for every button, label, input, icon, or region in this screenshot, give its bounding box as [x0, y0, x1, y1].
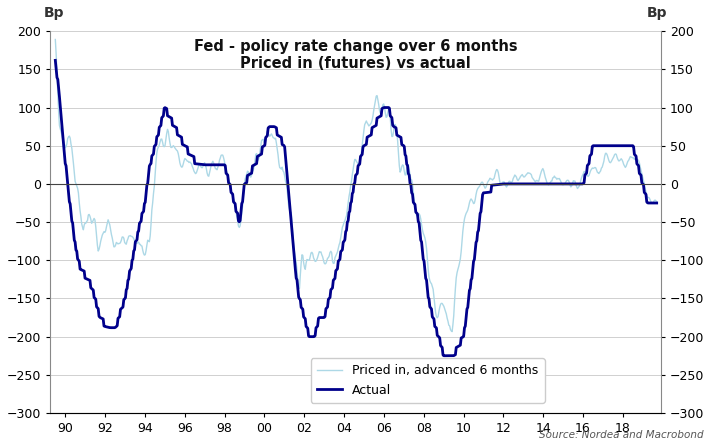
Priced in, advanced 6 months [155, 143, 164, 148]
Legend: Priced in, advanced 6 months, Actual: Priced in, advanced 6 months, Actual [311, 358, 545, 403]
Actual [295, 296, 304, 301]
Priced in, advanced 6 months [51, 37, 60, 42]
Priced in, advanced 6 months [574, 185, 582, 190]
Priced in, advanced 6 months [545, 182, 553, 187]
Actual [155, 125, 164, 130]
Actual [51, 58, 60, 63]
Text: Bp: Bp [44, 6, 65, 20]
Actual [653, 200, 661, 206]
Actual [439, 353, 448, 358]
Actual [506, 181, 514, 187]
Priced in, advanced 6 months [308, 250, 316, 255]
Priced in, advanced 6 months [506, 179, 514, 184]
Text: Fed - policy rate change over 6 months
Priced in (futures) vs actual: Fed - policy rate change over 6 months P… [193, 39, 518, 71]
Priced in, advanced 6 months [448, 329, 456, 334]
Text: Bp: Bp [646, 6, 667, 20]
Text: Source: Nordea and Macrobond: Source: Nordea and Macrobond [539, 430, 704, 440]
Priced in, advanced 6 months [653, 199, 661, 205]
Actual [545, 181, 553, 187]
Actual [574, 181, 582, 187]
Priced in, advanced 6 months [295, 286, 304, 291]
Line: Actual: Actual [55, 61, 657, 356]
Line: Priced in, advanced 6 months: Priced in, advanced 6 months [55, 39, 657, 332]
Actual [308, 334, 316, 339]
